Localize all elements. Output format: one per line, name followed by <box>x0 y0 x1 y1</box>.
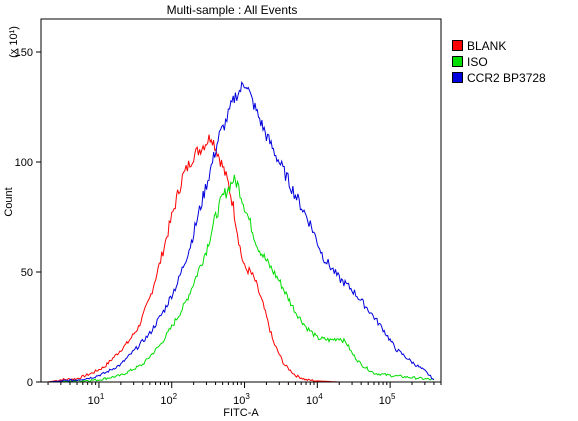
x-tick-label: 104 <box>306 392 323 407</box>
legend-swatch <box>452 56 463 67</box>
series-line-1 <box>48 174 435 383</box>
y-tick-label: 100 <box>15 157 33 169</box>
x-axis-label: FITC-A <box>223 407 259 419</box>
legend-item: ISO <box>452 54 546 69</box>
legend-label: BLANK <box>467 38 507 53</box>
legend: BLANK ISO CCR2 BP3728 <box>452 38 546 86</box>
x-tick-label: 102 <box>160 392 177 407</box>
series-line-2 <box>48 81 435 383</box>
legend-item: CCR2 BP3728 <box>452 70 546 85</box>
y-axis-multiplier: (x 10¹) <box>8 26 20 58</box>
x-axis-ticks: 101 102 103 104 105 <box>47 382 442 407</box>
legend-swatch <box>452 40 463 51</box>
y-tick-label: 0 <box>27 377 33 389</box>
x-tick-label: 103 <box>233 392 250 407</box>
y-axis-ticks: 0 50 100 150 <box>15 47 41 389</box>
series-curves <box>48 81 435 383</box>
series-line-0 <box>48 134 434 383</box>
x-tick-label: 105 <box>379 392 396 407</box>
chart-title: Multi-sample : All Events <box>167 3 298 17</box>
x-tick-label: 101 <box>88 392 105 407</box>
legend-label: ISO <box>467 54 488 69</box>
legend-label: CCR2 BP3728 <box>467 70 546 85</box>
legend-swatch <box>452 72 463 83</box>
y-axis-label: Count <box>3 187 15 216</box>
legend-item: BLANK <box>452 38 546 53</box>
y-tick-label: 50 <box>21 267 33 279</box>
plot-frame <box>40 18 442 383</box>
y-tick-label: 150 <box>15 47 33 59</box>
